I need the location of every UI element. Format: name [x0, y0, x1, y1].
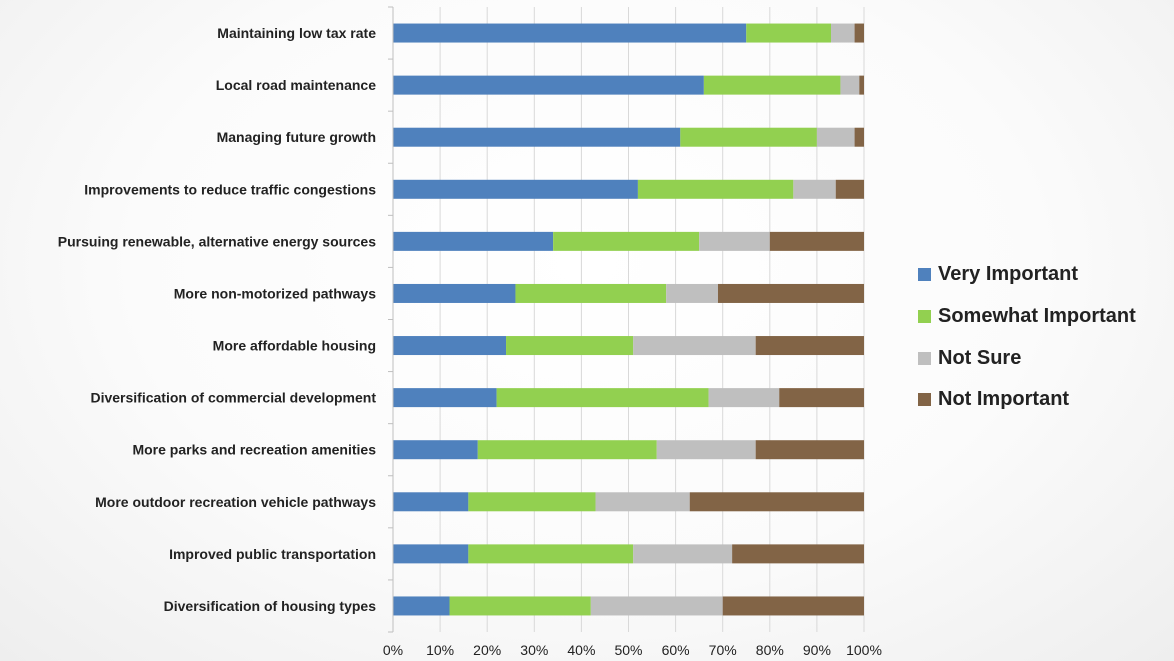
- bar-segment: [859, 75, 864, 95]
- bar-segment: [637, 179, 794, 199]
- x-tick-label: 50%: [614, 642, 642, 658]
- bar-segment: [633, 336, 756, 356]
- legend-item: Somewhat Important: [918, 296, 1136, 338]
- bar-segment: [703, 75, 841, 95]
- bar-segment: [393, 283, 516, 303]
- bars: [393, 23, 864, 616]
- x-tick-label: 90%: [803, 642, 831, 658]
- bar-segment: [835, 179, 864, 199]
- legend-swatch: [918, 310, 931, 324]
- x-tick-label: 20%: [473, 642, 501, 658]
- legend-swatch: [918, 268, 931, 282]
- x-tick-label: 60%: [662, 642, 690, 658]
- bar-segment: [793, 179, 836, 199]
- bar-segment: [746, 23, 832, 43]
- x-tick-label: 0%: [383, 642, 403, 658]
- bar-segment: [840, 75, 860, 95]
- category-label: Improved public transportation: [169, 546, 376, 562]
- legend-label: Not Important: [938, 388, 1070, 411]
- legend-swatch: [918, 393, 931, 407]
- legend-label: Very Important: [938, 263, 1079, 286]
- category-label: Pursuing renewable, alternative energy s…: [58, 233, 376, 249]
- bar-segment: [633, 544, 733, 564]
- category-label: Managing future growth: [217, 129, 376, 145]
- bar-segment: [779, 388, 864, 408]
- bar-segment: [393, 127, 681, 147]
- x-tick-label: 80%: [756, 642, 784, 658]
- category-label: More affordable housing: [213, 338, 376, 354]
- bar-segment: [755, 440, 864, 460]
- bar-segment: [393, 231, 554, 251]
- bar-segment: [722, 596, 864, 616]
- x-tick-label: 100%: [846, 642, 882, 658]
- category-labels: Maintaining low tax rate Local road maint…: [58, 25, 377, 614]
- category-label: Improvements to reduce traffic congestio…: [84, 181, 376, 197]
- bar-segment: [393, 440, 478, 460]
- legend-item: Not Sure: [918, 337, 1136, 379]
- bar-segment: [708, 388, 780, 408]
- bar-segment: [666, 283, 718, 303]
- bar-segment: [393, 544, 469, 564]
- bar-segment: [816, 127, 855, 147]
- bar-segment: [393, 596, 450, 616]
- legend-swatch: [918, 351, 931, 365]
- bar-segment: [449, 596, 591, 616]
- legend-item: Not Important: [918, 379, 1136, 421]
- bar-segment: [393, 492, 469, 512]
- bar-segment: [590, 596, 723, 616]
- bar-segment: [468, 492, 596, 512]
- legend-label: Somewhat Important: [938, 305, 1136, 328]
- bar-segment: [393, 179, 638, 199]
- bar-segment: [553, 231, 700, 251]
- legend: Very Important Somewhat Important Not Sure…: [918, 254, 1136, 421]
- bar-segment: [468, 544, 634, 564]
- bar-segment: [689, 492, 864, 512]
- category-label: Diversification of commercial developmen…: [90, 390, 376, 406]
- bar-segment: [595, 492, 690, 512]
- category-label: Maintaining low tax rate: [217, 25, 376, 41]
- bar-segment: [831, 23, 855, 43]
- legend-label: Not Sure: [938, 346, 1022, 369]
- x-tick-labels: 0% 10% 20% 30% 40% 50% 60% 70% 80% 90% 100%: [383, 642, 882, 658]
- category-label: Diversification of housing types: [164, 598, 377, 614]
- x-tick-label: 40%: [567, 642, 595, 658]
- bar-segment: [506, 336, 634, 356]
- x-tick-label: 30%: [520, 642, 548, 658]
- bar-segment: [732, 544, 864, 564]
- bar-segment: [393, 388, 497, 408]
- category-label: More non-motorized pathways: [174, 285, 376, 301]
- bar-segment: [717, 283, 864, 303]
- bar-segment: [755, 336, 864, 356]
- bar-segment: [393, 336, 507, 356]
- bar-segment: [393, 23, 747, 43]
- bar-segment: [680, 127, 817, 147]
- bar-segment: [656, 440, 756, 460]
- bar-segment: [854, 23, 864, 43]
- x-tick-label: 70%: [709, 642, 737, 658]
- bar-segment: [477, 440, 657, 460]
- category-label: More outdoor recreation vehicle pathways: [95, 494, 376, 510]
- bar-segment: [393, 75, 704, 95]
- bar-segment: [769, 231, 864, 251]
- bar-segment: [515, 283, 667, 303]
- category-label: Local road maintenance: [216, 77, 376, 93]
- legend-item: Very Important: [918, 254, 1136, 296]
- gridlines: [392, 7, 865, 632]
- category-label: More parks and recreation amenities: [132, 442, 376, 458]
- bar-segment: [496, 388, 709, 408]
- y-axis: [388, 6, 394, 633]
- bar-segment: [854, 127, 864, 147]
- x-tick-label: 10%: [426, 642, 454, 658]
- bar-segment: [699, 231, 770, 251]
